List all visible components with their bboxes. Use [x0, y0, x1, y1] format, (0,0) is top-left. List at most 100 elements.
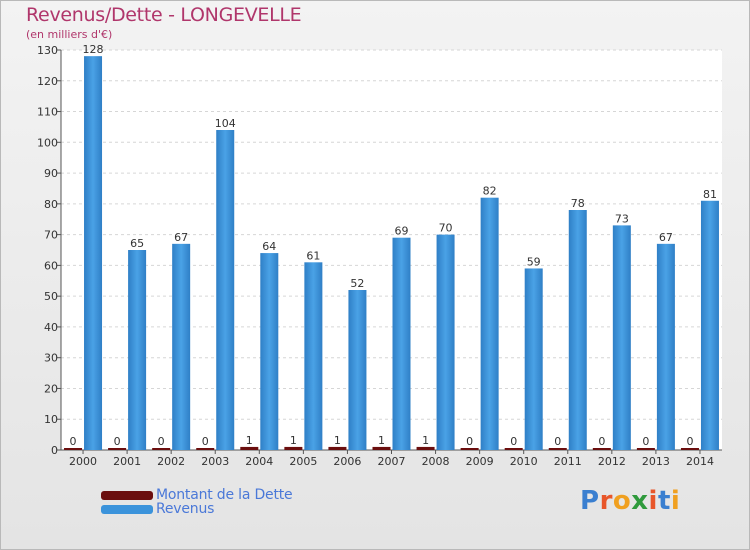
logo-letter: o [612, 486, 632, 516]
x-tick-label: 2000 [69, 455, 97, 468]
legend-swatch-dette [101, 490, 153, 500]
bar-revenus [612, 225, 631, 450]
data-label-dette: 1 [422, 434, 429, 447]
data-label-dette: 0 [598, 435, 605, 448]
legend-item-revenus: Revenus [101, 501, 214, 517]
data-label-revenus: 59 [527, 255, 541, 268]
legend-label-revenus: Revenus [156, 501, 215, 517]
y-tick-label: 30 [44, 352, 58, 365]
data-label-dette: 1 [246, 434, 253, 447]
legend-item-dette: Montant de la Dette [101, 487, 293, 503]
x-tick-label: 2001 [113, 455, 141, 468]
legend-swatch-revenus [101, 504, 153, 514]
y-tick-label: 70 [44, 229, 58, 242]
data-label-dette: 1 [378, 434, 385, 447]
logo-letter: t [657, 486, 671, 516]
data-label-dette: 0 [686, 435, 693, 448]
x-tick-label: 2011 [554, 455, 582, 468]
bar-revenus [568, 210, 587, 450]
data-label-revenus: 70 [439, 222, 453, 235]
bar-dette [284, 446, 303, 450]
bar-revenus [392, 237, 411, 450]
bar-revenus [700, 200, 719, 450]
logo-letter: P [580, 486, 600, 516]
data-label-revenus: 104 [215, 117, 236, 130]
x-tick-label: 2013 [642, 455, 670, 468]
x-tick-label: 2003 [201, 455, 229, 468]
bar-dette [548, 448, 567, 450]
data-label-revenus: 73 [615, 212, 629, 225]
bar-revenus [172, 243, 191, 450]
bar-revenus [84, 56, 103, 451]
data-label-revenus: 78 [571, 197, 585, 210]
y-tick-label: 0 [51, 444, 58, 457]
x-tick-label: 2014 [686, 455, 714, 468]
x-tick-label: 2002 [157, 455, 185, 468]
y-tick-label: 80 [44, 198, 58, 211]
bar-revenus [304, 262, 323, 450]
bar-revenus [260, 253, 279, 450]
logo-letter: r [599, 486, 613, 516]
bar-dette [152, 448, 171, 450]
bar-dette [416, 446, 435, 450]
plot-area [61, 50, 722, 450]
logo-letter: i [648, 486, 658, 516]
data-label-revenus: 67 [174, 231, 188, 244]
data-label-dette: 0 [642, 435, 649, 448]
y-tick-label: 120 [37, 75, 58, 88]
chart-title: Revenus/Dette - LONGEVELLE [26, 4, 302, 26]
data-label-dette: 1 [290, 434, 297, 447]
data-label-dette: 0 [554, 435, 561, 448]
data-label-revenus: 64 [262, 240, 276, 253]
data-label-dette: 0 [510, 435, 517, 448]
bar-dette [196, 448, 215, 450]
x-tick-label: 2009 [466, 455, 494, 468]
bar-dette [64, 448, 83, 450]
data-label-revenus: 52 [350, 277, 364, 290]
y-tick-label: 40 [44, 321, 58, 334]
y-tick-label: 110 [37, 106, 58, 119]
bar-revenus [656, 243, 675, 450]
y-tick-label: 60 [44, 259, 58, 272]
x-tick-label: 2012 [598, 455, 626, 468]
bar-revenus [480, 197, 499, 450]
bar-revenus [128, 250, 147, 450]
data-label-dette: 0 [466, 435, 473, 448]
bar-dette [372, 446, 391, 450]
data-label-revenus: 82 [483, 185, 497, 198]
data-label-revenus: 128 [83, 43, 104, 56]
data-label-dette: 1 [334, 434, 341, 447]
data-label-dette: 0 [70, 435, 77, 448]
x-tick-label: 2004 [245, 455, 273, 468]
bar-revenus [216, 130, 235, 450]
x-tick-label: 2008 [422, 455, 450, 468]
x-tick-label: 2006 [333, 455, 361, 468]
y-tick-label: 90 [44, 167, 58, 180]
data-label-dette: 0 [202, 435, 209, 448]
chart-subtitle: (en milliers d'€) [26, 28, 113, 41]
bar-dette [108, 448, 127, 450]
bar-dette [680, 448, 699, 450]
bar-dette [636, 448, 655, 450]
y-tick-label: 10 [44, 413, 58, 426]
data-label-revenus: 69 [395, 225, 409, 238]
logo-letter: x [631, 486, 649, 516]
y-tick-label: 130 [37, 44, 58, 57]
y-tick-label: 20 [44, 382, 58, 395]
bar-revenus [436, 234, 455, 450]
x-tick-label: 2007 [378, 455, 406, 468]
proxiti-logo: Proxiti [580, 486, 680, 516]
x-tick-label: 2010 [510, 455, 538, 468]
bar-revenus [524, 268, 543, 450]
data-label-revenus: 65 [130, 237, 144, 250]
bar-dette [460, 448, 479, 450]
legend-label-dette: Montant de la Dette [156, 487, 293, 503]
bar-dette [504, 448, 523, 450]
y-tick-label: 100 [37, 136, 58, 149]
bar-revenus [348, 290, 367, 450]
bar-dette [240, 446, 259, 450]
bar-dette [328, 446, 347, 450]
data-label-revenus: 81 [703, 188, 717, 201]
data-label-revenus: 67 [659, 231, 673, 244]
